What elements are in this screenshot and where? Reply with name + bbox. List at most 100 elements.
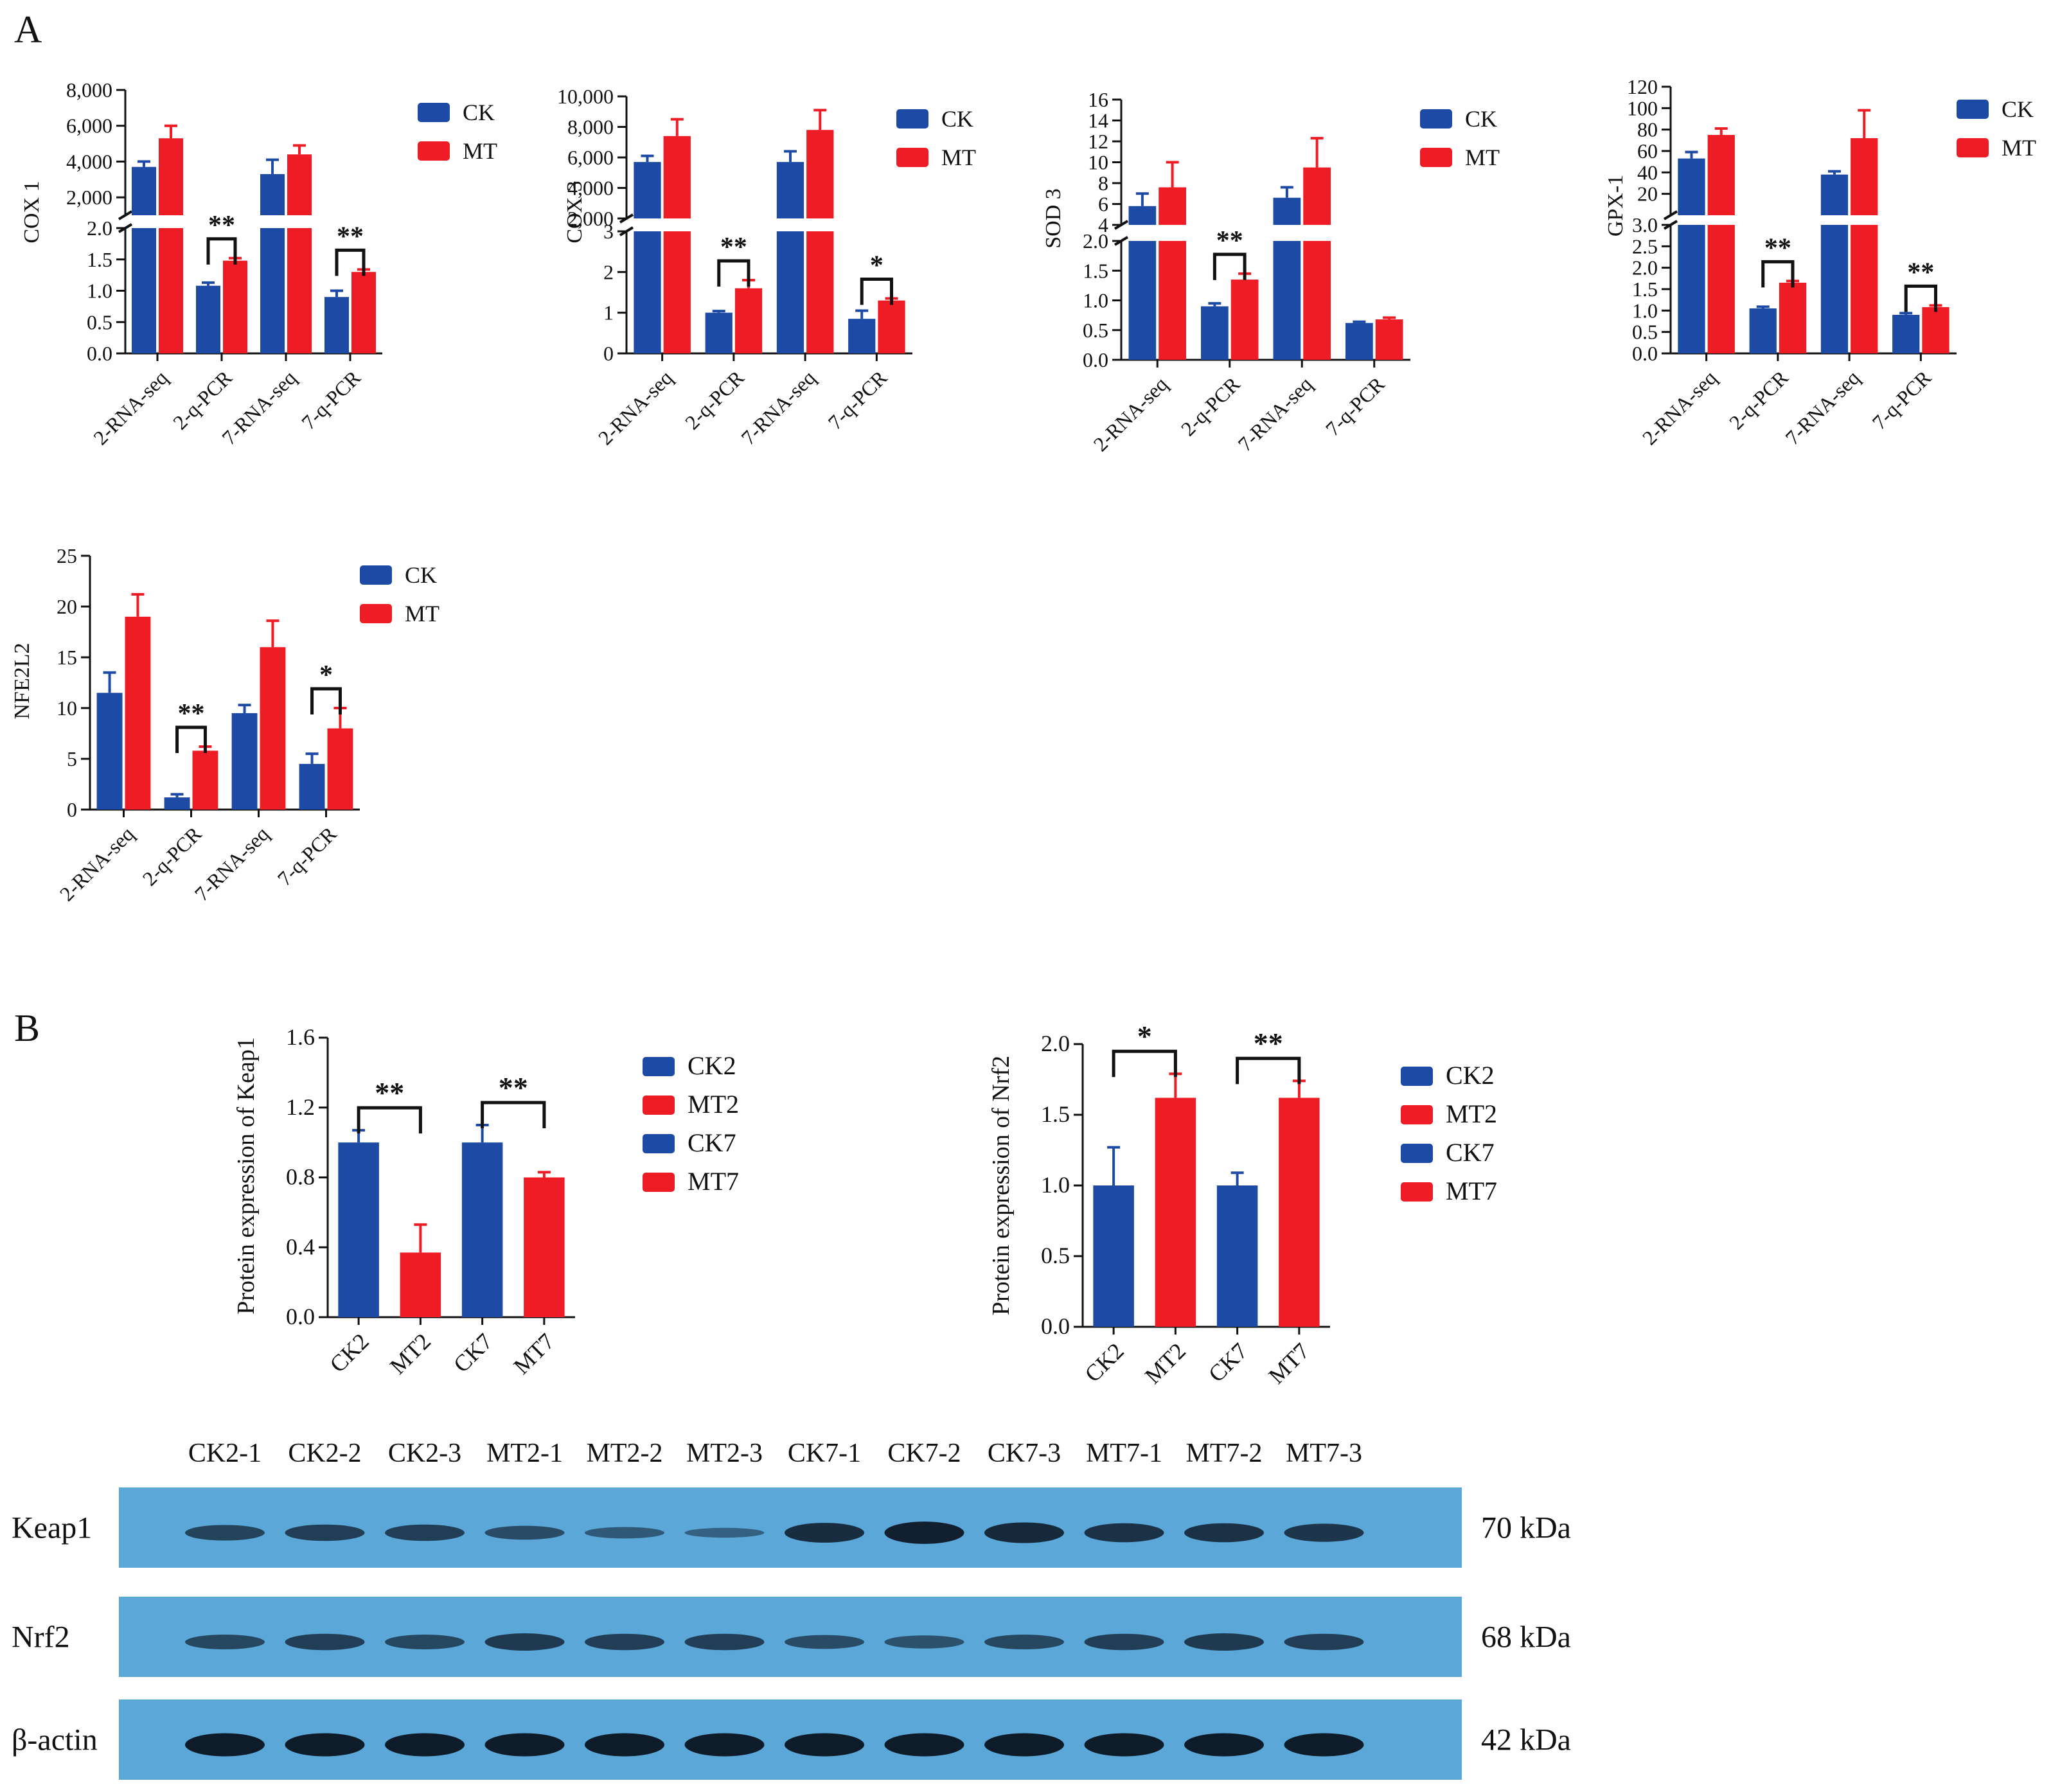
y-tick-label: 3 [603,220,614,243]
legend-label: CK [1465,106,1497,132]
y-tick-label: 20 [1637,182,1658,206]
bar [1922,307,1949,353]
y-tick-label: 10 [57,696,77,720]
blot-row-name: Keap1 [12,1511,92,1545]
legend-swatch [643,1096,675,1115]
blot-row-size: 68 kDa [1481,1620,1571,1654]
x-tick-label: 7-q-PCR [1867,366,1935,434]
blot-band [585,1633,664,1651]
blot-band [585,1527,664,1539]
x-tick-label: 2-q-PCR [138,822,206,890]
y-tick-label: 0.5 [1041,1243,1070,1268]
y-tick-label: 1 [603,301,614,324]
bar [287,228,312,353]
legend-label: CK [405,562,437,588]
bar [634,162,661,218]
bar [192,750,218,810]
y-tick-label: 1.0 [87,279,112,303]
legend-swatch [896,148,928,167]
x-tick-label: 7-q-PCR [297,366,365,434]
bar [1128,241,1157,360]
y-tick-label: 1.0 [1083,289,1108,312]
y-tick-label: 0 [67,798,77,821]
bar [231,713,258,810]
legend-swatch [896,109,928,129]
significance-bracket [206,237,237,265]
y-tick-label: 5 [67,747,77,770]
bar [1375,319,1403,360]
lane-label: CK2-2 [288,1439,361,1468]
legend-label: MT7 [688,1167,739,1196]
bar [260,228,285,353]
x-tick-label: CK7 [1203,1338,1252,1387]
x-tick-label: 7-RNA-seq [736,366,820,449]
bar [338,1142,379,1317]
significance-bracket [1236,1056,1301,1085]
significance-marker: ** [337,222,364,251]
y-tick-label: 8,000 [66,78,112,102]
x-tick-label: CK7 [448,1328,497,1377]
bar [1155,1097,1196,1327]
bar [1093,1185,1134,1327]
legend-label: CK7 [688,1128,736,1157]
x-tick-label: 2-RNA-seq [594,366,677,449]
significance-bracket [1112,1049,1177,1078]
y-tick-label: 1.5 [1041,1101,1070,1127]
y-tick-label: 2,000 [567,207,614,230]
blot-row-size: 70 kDa [1481,1511,1571,1545]
bar [848,319,876,353]
y-tick-label: 1.0 [1632,299,1658,322]
y-tick-label: 2.0 [1632,256,1658,279]
bar [878,300,905,353]
blot-band [1084,1733,1164,1757]
legend-swatch [643,1057,675,1076]
bar [663,136,691,218]
x-tick-label: 7-RNA-seq [190,822,274,905]
y-tick-label: 3.0 [1632,213,1658,236]
blot-band [185,1635,265,1649]
bar [1707,225,1735,353]
blot-band [185,1525,265,1541]
legend-swatch [418,103,450,122]
significance-marker: ** [499,1071,528,1104]
blot-row-name: Nrf2 [12,1620,70,1654]
axis-break-mark [1663,210,1678,220]
y-tick-label: 1.0 [1041,1172,1070,1198]
lane-label: MT7-3 [1286,1439,1362,1468]
significance-bracket [175,725,207,754]
bar [461,1142,503,1317]
y-tick-label: 4,000 [567,177,614,200]
blot-band [385,1524,465,1541]
x-tick-label: 7-RNA-seq [1780,366,1864,449]
bar [705,312,733,353]
y-tick-label: 14 [1088,109,1108,132]
y-tick-label: 80 [1637,118,1658,141]
legend-swatch [643,1173,675,1192]
y-axis-label: SOD 3 [1042,188,1065,249]
bar [1851,225,1878,353]
legend-swatch [360,565,392,585]
significance-marker: ** [178,699,205,729]
x-tick-label: MT2 [1140,1338,1191,1388]
y-tick-label: 6,000 [66,114,112,138]
blot-band [484,1633,565,1651]
bar [1159,241,1186,360]
panel-label-b: B [14,1007,40,1049]
bar [1779,283,1807,353]
significance-marker: * [319,661,333,690]
bar [260,647,286,810]
x-tick-label: 2-RNA-seq [1088,372,1172,456]
y-tick-label: 40 [1637,161,1658,184]
y-tick-label: 2.0 [87,217,112,240]
bar [132,228,156,353]
y-axis-label: NFE2L2 [10,643,34,720]
bar [324,297,349,353]
y-tick-label: 1.5 [1632,278,1658,301]
legend-swatch [360,604,392,623]
blot-band [884,1521,964,1544]
legend-swatch [1401,1182,1433,1202]
western-blot: CK2-1 CK2-2 CK2-3 MT2-1 MT2-2 MT2-3 CK7-1 CK7-2… [12,1439,1571,1780]
bar [1303,241,1331,360]
x-tick-label: 7-q-PCR [273,822,341,890]
x-tick-label: CK2 [324,1328,373,1377]
